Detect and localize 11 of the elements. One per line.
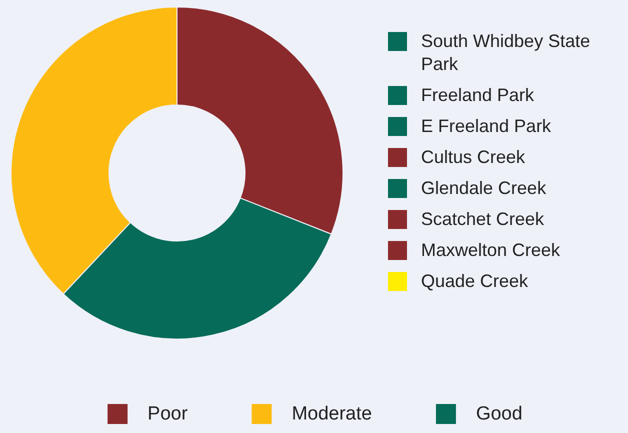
legend-label: Good [476, 404, 522, 424]
category-label: Maxwelton Creek [421, 239, 560, 262]
category-label: South Whidbey State Park [421, 30, 592, 76]
category-label: Cultus Creek [421, 146, 526, 169]
category-label: E Freeland Park [421, 115, 552, 138]
category-label: Glendale Creek [421, 177, 546, 200]
category-label: Freeland Park [421, 84, 534, 107]
category-label: Scatchet Creek [421, 208, 544, 231]
category-label: Quade Creek [421, 270, 528, 293]
legend-label: Moderate [292, 404, 372, 424]
legend-label: Poor [148, 404, 188, 424]
